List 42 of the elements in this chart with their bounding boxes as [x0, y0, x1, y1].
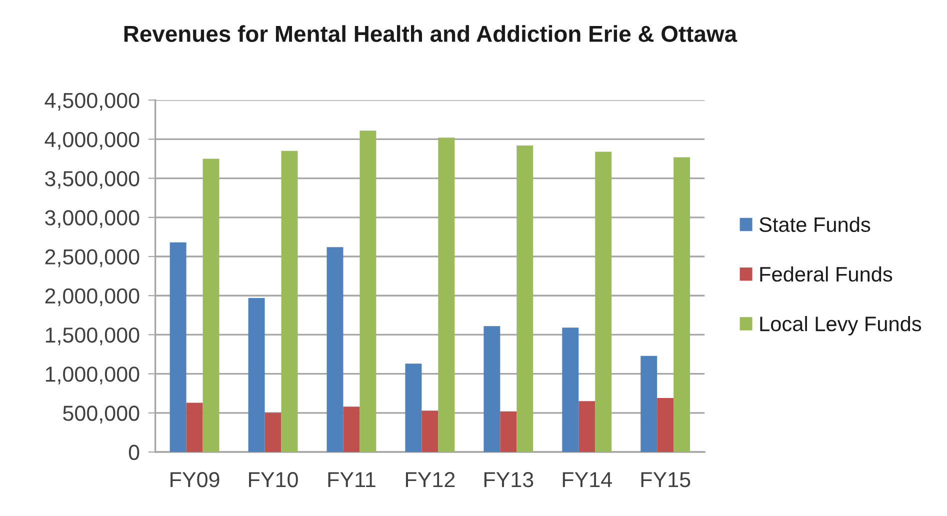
y-tick-label: 1,000,000 — [46, 366, 140, 384]
x-tick-label: FY11 — [328, 472, 376, 488]
y-tick-label: 1,500,000 — [46, 327, 140, 346]
chart-title: Revenues for Mental Health and Addiction Erie & Ottawa — [124, 25, 738, 42]
y-tick-label: 2,500,000 — [45, 249, 140, 268]
bar — [640, 356, 658, 452]
bar — [438, 138, 455, 452]
y-tick-label: 0 — [128, 444, 140, 460]
bar — [578, 401, 596, 452]
bar — [657, 398, 674, 452]
x-tick-label: FY12 — [406, 472, 455, 488]
bar — [484, 326, 500, 452]
y-tick-label: 3,000,000 — [45, 210, 140, 228]
y-tick-label: 4,000,000 — [44, 132, 140, 150]
bar — [674, 157, 690, 452]
bar — [595, 152, 612, 452]
bar — [516, 145, 534, 452]
bar — [343, 406, 360, 452]
legend-label: Local Levy Funds — [760, 316, 922, 336]
x-tick-label: FY15 — [641, 472, 690, 488]
y-tick-label: 2,000,000 — [45, 288, 140, 306]
legend-label: Federal Funds — [760, 266, 892, 282]
x-tick-label: FY13 — [484, 472, 534, 488]
x-tick-label: FY10 — [249, 472, 298, 488]
bar — [264, 412, 282, 452]
bar — [281, 150, 298, 452]
legend-label: State Funds — [759, 216, 870, 232]
x-tick-label: FY14 — [562, 472, 612, 488]
bar — [405, 364, 422, 452]
bar — [248, 298, 265, 452]
bar — [326, 247, 344, 452]
bar — [500, 411, 517, 452]
bar — [422, 410, 438, 452]
bar — [170, 242, 186, 452]
bar — [360, 130, 376, 452]
bar — [202, 158, 220, 452]
y-tick-label: 500,000 — [63, 406, 140, 424]
y-tick-label: 4,500,000 — [44, 92, 140, 111]
x-tick-label: FY09 — [170, 472, 220, 488]
bar — [186, 402, 203, 452]
y-tick-label: 3,500,000 — [45, 171, 140, 189]
bar — [562, 328, 579, 452]
